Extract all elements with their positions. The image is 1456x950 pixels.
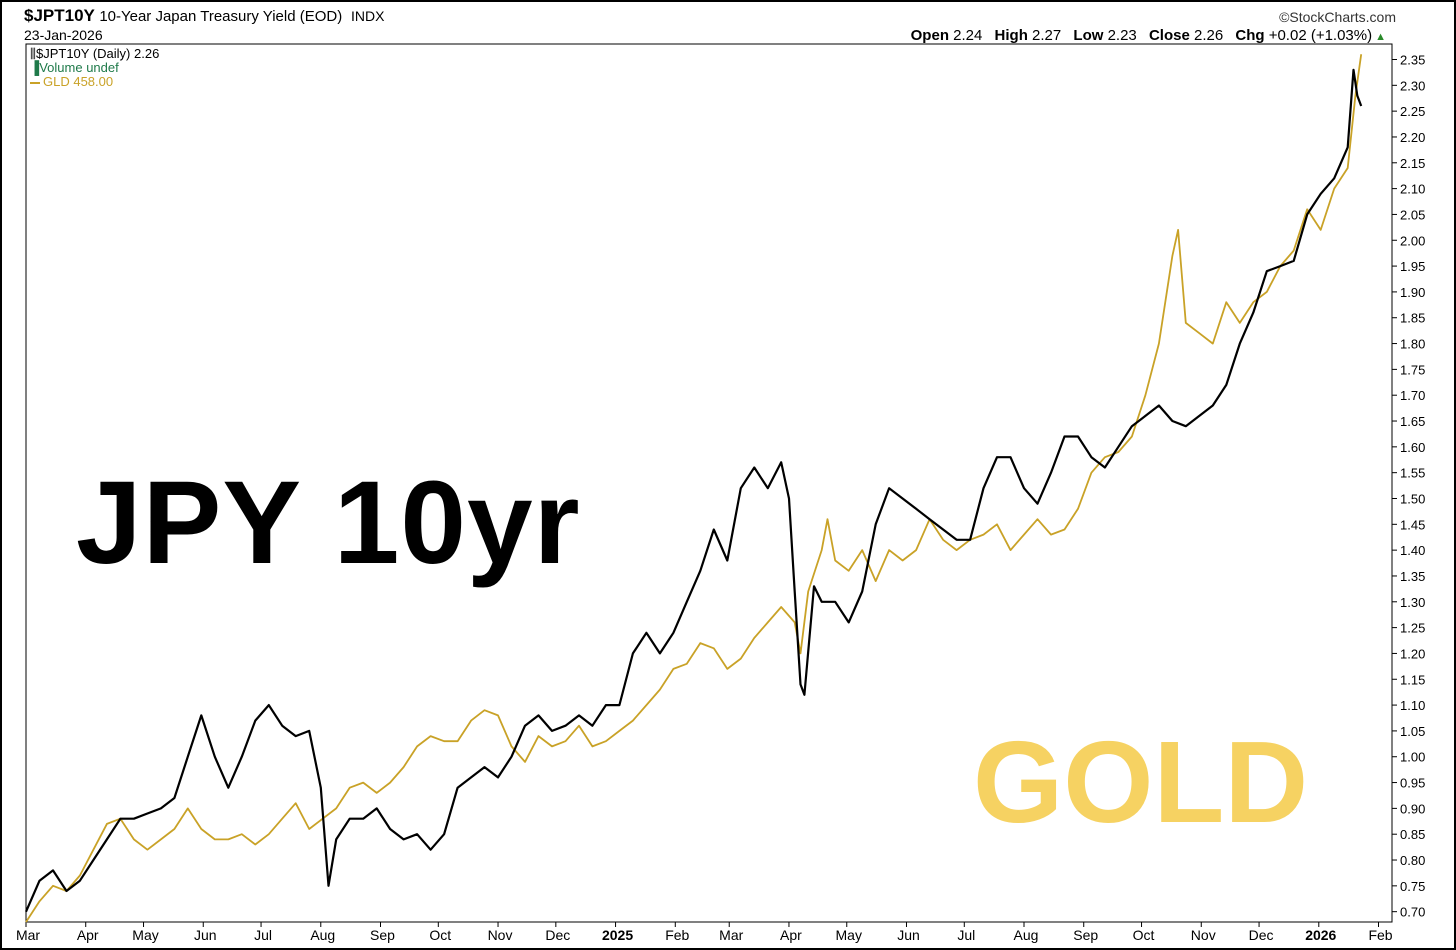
symbol: $JPT10Y — [24, 6, 95, 25]
y-tick-label: 2.15 — [1400, 156, 1425, 171]
x-tick-label: Nov — [488, 927, 513, 943]
y-tick-label: 1.75 — [1400, 362, 1425, 377]
y-tick-label: 2.25 — [1400, 104, 1425, 119]
y-tick-label: 1.40 — [1400, 543, 1425, 558]
y-tick-label: 1.35 — [1400, 569, 1425, 584]
brand-watermark[interactable]: ©StockCharts.com — [1279, 9, 1396, 25]
x-tick-label: Feb — [665, 927, 689, 943]
y-tick-label: 2.00 — [1400, 233, 1425, 248]
x-tick-label: Jun — [194, 927, 217, 943]
x-tick-label: Sep — [370, 927, 395, 943]
y-tick-label: 1.25 — [1400, 621, 1425, 636]
x-tick-label: Apr — [77, 927, 99, 943]
y-tick-label: 1.55 — [1400, 466, 1425, 481]
x-tick-label: Oct — [429, 927, 451, 943]
x-tick-label: Dec — [545, 927, 570, 943]
y-tick-label: 2.30 — [1400, 78, 1425, 93]
x-tick-label: Aug — [310, 927, 335, 943]
y-tick-label: 1.85 — [1400, 311, 1425, 326]
x-tick-label: Sep — [1073, 927, 1098, 943]
x-tick-label: Feb — [1368, 927, 1392, 943]
jpy-10yr-annotation: JPY 10yr — [76, 457, 581, 589]
open-value: 2.24 — [953, 27, 983, 44]
y-tick-label: 1.95 — [1400, 259, 1425, 274]
x-tick-label: May — [132, 927, 158, 943]
y-tick-label: 2.05 — [1400, 207, 1425, 222]
legend-main: ⫼$JPT10Y (Daily) 2.26 — [30, 47, 159, 61]
x-tick-label: Mar — [16, 927, 40, 943]
y-tick-label: 1.70 — [1400, 388, 1425, 403]
symbol-description: 10-Year Japan Treasury Yield (EOD) — [99, 8, 343, 25]
low-value: 2.23 — [1107, 27, 1137, 44]
gold-annotation: GOLD — [973, 717, 1309, 847]
x-tick-label: Oct — [1133, 927, 1155, 943]
x-tick-label: 2026 — [1305, 927, 1336, 943]
candlestick-icon: ⫼ — [30, 46, 36, 61]
x-tick-label: May — [836, 927, 862, 943]
x-tick-label: Nov — [1191, 927, 1216, 943]
high-label: High — [994, 27, 1028, 44]
symbol-title: $JPT10Y 10-Year Japan Treasury Yield (EO… — [24, 6, 384, 26]
close-value: 2.26 — [1193, 27, 1224, 44]
legend-volume: ▐Volume undef — [30, 61, 159, 75]
series-line-jpt10y — [24, 68, 1363, 913]
ohlc-readout: Open 2.24 High 2.27 Low 2.23 Close 2.26 … — [911, 27, 1386, 44]
y-tick-label: 1.15 — [1400, 672, 1425, 687]
high-value: 2.27 — [1032, 27, 1062, 44]
x-tick-label: Mar — [719, 927, 743, 943]
y-tick-label: 1.90 — [1400, 285, 1425, 300]
x-tick-label: Jul — [254, 927, 272, 943]
exchange: INDX — [350, 8, 385, 24]
y-tick-label: 0.95 — [1400, 776, 1425, 791]
x-tick-label: 2025 — [602, 927, 633, 943]
series-line-gld — [25, 54, 1363, 923]
legend-overlay-label: GLD 458.00 — [43, 74, 114, 89]
y-tick-label: 0.85 — [1400, 827, 1425, 842]
y-tick-label: 2.20 — [1400, 130, 1425, 145]
x-tick-label: Aug — [1014, 927, 1039, 943]
x-tick-label: Jul — [957, 927, 975, 943]
y-tick-label: 1.10 — [1400, 698, 1425, 713]
legend-volume-label: Volume undef — [39, 60, 119, 75]
x-tick-label: Jun — [897, 927, 920, 943]
legend-main-label: $JPT10Y (Daily) 2.26 — [35, 46, 160, 61]
y-tick-label: 0.70 — [1400, 905, 1425, 920]
y-tick-label: 1.80 — [1400, 337, 1425, 352]
volume-bars-icon: ▐ — [30, 60, 40, 75]
legend: ⫼$JPT10Y (Daily) 2.26 ▐Volume undef GLD … — [30, 47, 159, 89]
y-tick-label: 1.30 — [1400, 595, 1425, 610]
low-label: Low — [1073, 27, 1104, 44]
y-tick-label: 0.75 — [1400, 879, 1425, 894]
x-tick-label: Dec — [1249, 927, 1274, 943]
y-tick-label: 1.60 — [1400, 440, 1425, 455]
up-arrow-icon: ▲ — [1375, 31, 1386, 43]
close-label: Close — [1148, 27, 1190, 44]
chg-label: Chg — [1235, 27, 1265, 44]
y-tick-label: 1.65 — [1400, 414, 1425, 429]
gold-line-swatch-icon — [30, 81, 40, 84]
y-tick-label: 1.20 — [1400, 646, 1425, 661]
legend-overlay: GLD 458.00 — [30, 75, 159, 89]
y-tick-label: 1.05 — [1400, 724, 1425, 739]
chart-date: 23-Jan-2026 — [24, 27, 103, 43]
y-tick-label: 2.35 — [1400, 52, 1425, 67]
y-tick-label: 0.80 — [1400, 853, 1425, 868]
chg-value: +0.02 (+1.03%) — [1268, 27, 1373, 44]
x-tick-label: Apr — [780, 927, 802, 943]
y-tick-label: 1.00 — [1400, 750, 1425, 765]
y-tick-label: 1.45 — [1400, 517, 1425, 532]
y-tick-label: 1.50 — [1400, 491, 1425, 506]
plot-area — [25, 43, 1393, 923]
y-tick-label: 0.90 — [1400, 801, 1425, 816]
open-label: Open — [910, 27, 949, 44]
y-tick-label: 2.10 — [1400, 182, 1425, 197]
